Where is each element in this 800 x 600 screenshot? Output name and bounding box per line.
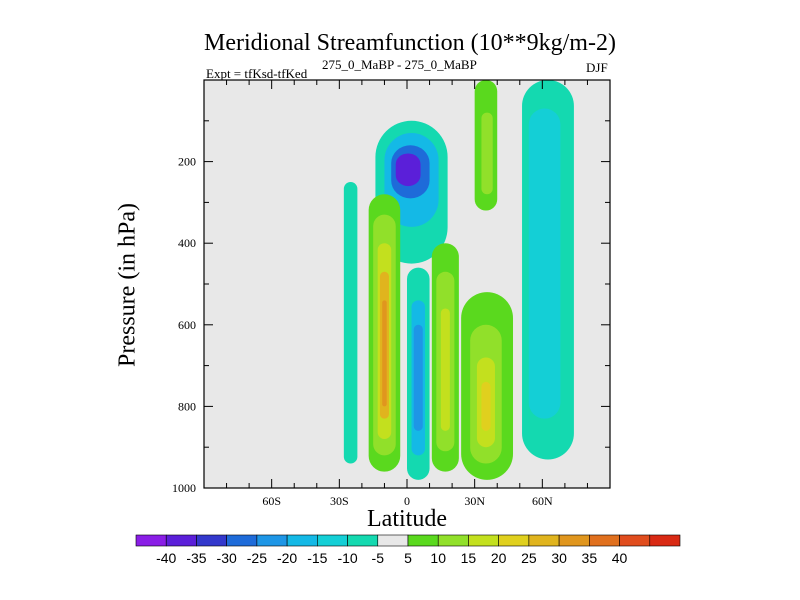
x-tick-label: 60S	[262, 494, 281, 508]
polar-negative-cell	[522, 80, 574, 460]
nh-upper-green-cell-level-1	[481, 112, 493, 195]
x-axis-label: Latitude	[367, 506, 447, 532]
colorbar-swatch	[165, 534, 197, 547]
x-tick-label: 60N	[532, 494, 553, 508]
polar-negative-cell-level-1	[528, 108, 561, 419]
colorbar-swatch	[498, 534, 530, 547]
colorbar-swatch	[256, 534, 288, 547]
sh-outer-negative-cell	[343, 182, 358, 464]
colorbar-swatch	[589, 534, 620, 547]
colorbar-swatch	[437, 534, 469, 547]
nh-positive-cell	[431, 243, 459, 472]
colorbar-label: -20	[277, 550, 297, 566]
colorbar-label: -25	[247, 550, 267, 566]
y-ticks: 200 400 600 800 1000	[172, 79, 610, 495]
x-ticks: 60S 30S 0 30N 60N	[203, 80, 611, 508]
colorbar-swatch	[317, 534, 348, 547]
experiment-label: Expt = tfKsd-tfKed	[206, 66, 308, 81]
colorbar-label: -40	[156, 550, 176, 566]
colorbar-label: 25	[521, 550, 537, 566]
equatorial-negative-cell-level-2	[413, 324, 423, 431]
colorbar-swatch	[135, 534, 167, 547]
colorbar-swatch	[196, 534, 227, 547]
colorbar-label: -15	[307, 550, 327, 566]
colorbar-swatch	[286, 534, 318, 547]
colorbar-label: -5	[372, 550, 385, 566]
nh-lower-positive-cell-level-3	[481, 381, 491, 431]
y-tick-label: 600	[178, 318, 196, 332]
colorbar-label: 15	[461, 550, 477, 566]
colorbar-label: 20	[491, 550, 507, 566]
season-label: DJF	[586, 60, 608, 75]
colorbar-label: 30	[551, 550, 567, 566]
colorbar-label: -35	[186, 550, 206, 566]
contour-cells	[343, 80, 574, 480]
nh-lower-positive-cell	[461, 292, 514, 480]
nh-positive-cell-level-2	[440, 308, 450, 431]
nh-upper-green-cell	[474, 80, 498, 211]
y-tick-label: 800	[178, 399, 196, 413]
colorbar-swatch	[468, 534, 499, 547]
colorbar-label: -30	[217, 550, 237, 566]
chart-title: Meridional Streamfunction (10**9kg/m-2)	[204, 30, 616, 56]
equatorial-negative-cell	[407, 267, 430, 480]
x-tick-label: 30N	[464, 494, 485, 508]
colorbar-swatch	[407, 534, 439, 547]
colorbar: -40 -35 -30 -25 -20 -15 -10 -5 5 10 15 20 25 30 35 40	[135, 534, 681, 566]
sh-outer-negative-cell-outer	[343, 182, 358, 464]
colorbar-swatch	[619, 534, 651, 547]
upper-equatorial-negative-cell-level-3	[395, 153, 421, 187]
colorbar-swatch	[558, 534, 590, 547]
colorbar-swatch	[347, 534, 379, 547]
sh-positive-cell-level-4	[382, 300, 387, 407]
period-label: 275_0_MaBP - 275_0_MaBP	[322, 57, 477, 72]
y-tick-label: 400	[178, 236, 196, 250]
colorbar-swatch	[649, 534, 681, 547]
colorbar-swatch	[377, 534, 409, 547]
colorbar-label: 10	[430, 550, 446, 566]
colorbar-label: 35	[582, 550, 598, 566]
x-tick-label: 0	[404, 494, 410, 508]
y-tick-label: 1000	[172, 481, 196, 495]
colorbar-label: -10	[337, 550, 357, 566]
x-tick-label: 30S	[330, 494, 349, 508]
y-tick-label: 200	[178, 155, 196, 169]
colorbar-label: 40	[612, 550, 628, 566]
colorbar-swatch	[226, 534, 258, 547]
colorbar-label: 5	[404, 550, 412, 566]
sh-positive-cell	[368, 194, 401, 472]
colorbar-swatch	[528, 534, 560, 547]
